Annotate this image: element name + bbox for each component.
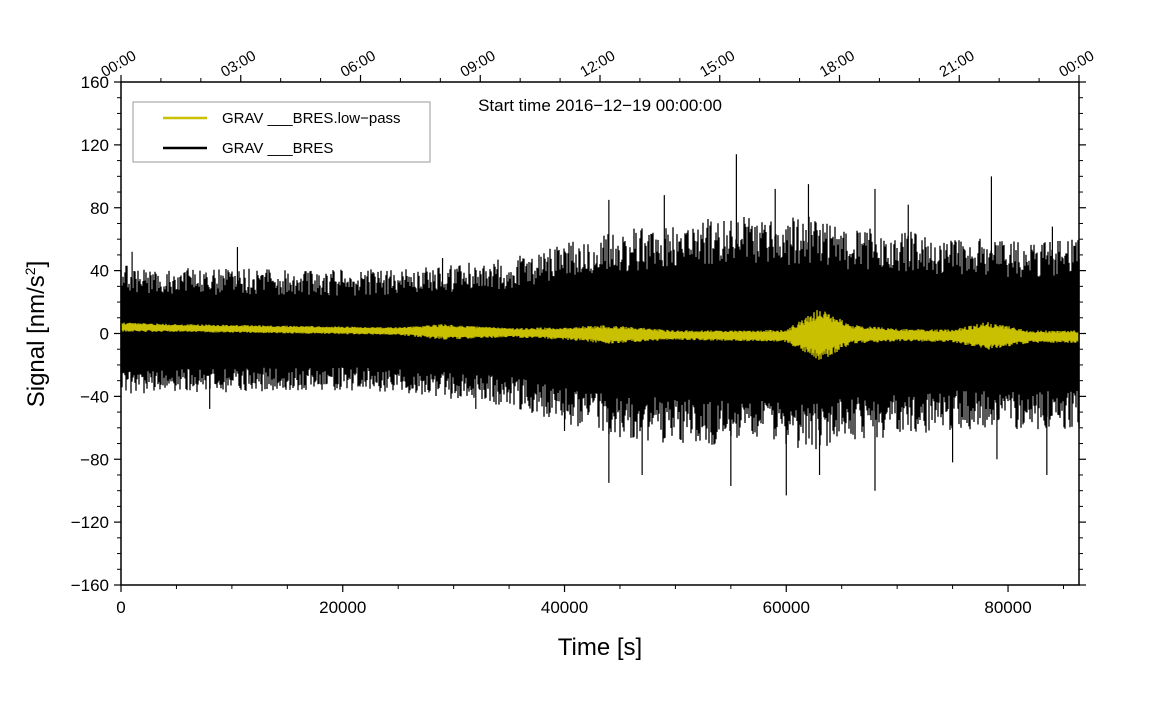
x-tick-label: 60000: [763, 598, 810, 617]
y-tick-label: −40: [80, 387, 109, 406]
legend-box: [132, 101, 431, 163]
start-time-annotation: Start time 2016−12−19 00:00:00: [478, 96, 722, 115]
x-axis-title: Time [s]: [558, 634, 642, 661]
y-tick-label: 0: [100, 325, 109, 344]
y-tick-label: 120: [81, 136, 109, 155]
y-tick-label: −80: [80, 450, 109, 469]
top-tick-label: 03:00: [218, 47, 259, 80]
x-tick-label: 80000: [984, 598, 1031, 617]
legend-label-raw: GRAV ___BRES: [222, 140, 333, 157]
x-tick-label: 0: [116, 598, 125, 617]
y-axis-title: Signal [nm/s2]: [22, 261, 50, 408]
top-tick-label: 18:00: [817, 47, 858, 80]
y-axis-title-main: Signal [nm/s: [23, 275, 50, 407]
legend-label-lowpass: GRAV ___BRES.low−pass: [222, 110, 401, 127]
y-tick-label: 80: [90, 199, 109, 218]
y-axis-title-tail: ]: [23, 261, 50, 268]
y-tick-label: 40: [90, 262, 109, 281]
top-tick-label: 00:00: [1056, 47, 1097, 80]
y-tick-label: −160: [71, 576, 109, 595]
y-tick-label: 160: [81, 73, 109, 92]
legend: GRAV ___BRES.low−pass GRAV ___BRES: [132, 101, 431, 163]
top-tick-label: 21:00: [936, 47, 977, 80]
top-tick-label: 15:00: [697, 47, 738, 80]
top-tick-label: 00:00: [98, 47, 139, 80]
top-tick-label: 12:00: [577, 47, 618, 80]
y-axis-title-superscript: 2: [22, 267, 38, 275]
top-tick-label: 09:00: [457, 47, 498, 80]
top-tick-label: 06:00: [338, 47, 379, 80]
x-tick-label: 20000: [319, 598, 366, 617]
y-tick-label: −120: [71, 513, 109, 532]
data-layer: [120, 154, 1080, 496]
x-tick-label: 40000: [541, 598, 588, 617]
